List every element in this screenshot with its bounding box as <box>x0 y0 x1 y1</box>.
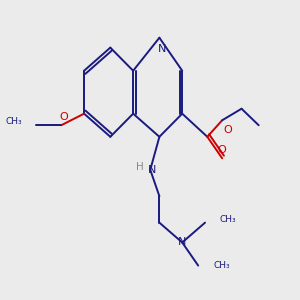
Text: N: N <box>178 238 186 248</box>
Text: O: O <box>224 125 232 135</box>
Text: CH₃: CH₃ <box>213 261 230 270</box>
Text: O: O <box>218 145 226 155</box>
Text: H: H <box>136 161 144 172</box>
Text: N: N <box>148 165 157 175</box>
Text: N: N <box>158 44 166 54</box>
Text: CH₃: CH₃ <box>6 117 22 126</box>
Text: O: O <box>59 112 68 122</box>
Text: CH₃: CH₃ <box>220 215 236 224</box>
